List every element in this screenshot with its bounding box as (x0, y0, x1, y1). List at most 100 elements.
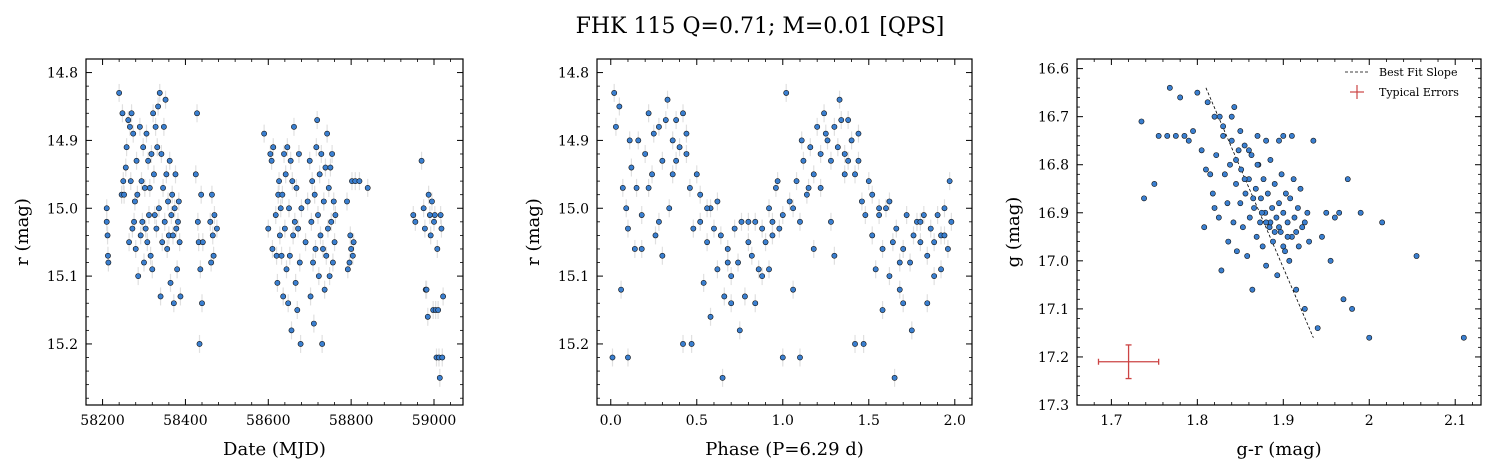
data-point (425, 191, 432, 198)
y-tick-label: 15.2 (558, 337, 589, 353)
data-point (1344, 176, 1351, 183)
data-point (941, 232, 948, 239)
data-point (659, 157, 666, 164)
data-point (673, 157, 680, 164)
data-point (838, 117, 845, 123)
data-point (1287, 195, 1294, 202)
data-point (766, 205, 772, 212)
data-point (1209, 190, 1216, 197)
data-point (152, 123, 159, 130)
x-tick-label: 59000 (412, 413, 457, 429)
data-point (330, 259, 336, 266)
data-point (852, 171, 858, 178)
data-point (1264, 190, 1271, 197)
x-tick-label: 58400 (163, 413, 208, 429)
data-point (286, 252, 293, 259)
data-point (652, 232, 659, 239)
data-point (1215, 214, 1222, 221)
data-point (774, 178, 781, 185)
data-point (198, 191, 205, 198)
data-point (1241, 176, 1248, 183)
data-point (759, 225, 766, 232)
data-point (889, 239, 896, 246)
data-point (126, 239, 132, 246)
data-point (429, 198, 435, 205)
data-point (135, 273, 142, 279)
data-point (1190, 128, 1196, 134)
data-point (836, 96, 843, 103)
data-point (163, 171, 170, 178)
data-point (800, 157, 807, 164)
data-point (883, 205, 889, 212)
data-point (210, 252, 217, 259)
x-axis-label: g-r (mag) (1236, 439, 1321, 460)
data-point (1233, 181, 1239, 187)
data-point (424, 313, 431, 320)
data-point (1207, 171, 1214, 178)
data-point (900, 246, 907, 252)
data-point (759, 273, 766, 279)
data-point (130, 130, 137, 137)
data-point (908, 327, 915, 334)
data-point (766, 266, 772, 273)
data-point (103, 218, 110, 225)
data-point (133, 157, 140, 164)
data-point (662, 117, 669, 123)
y-tick-label: 15.0 (47, 201, 78, 217)
y-axis-label: g (mag) (1003, 197, 1024, 268)
data-point (693, 171, 700, 178)
data-point (638, 246, 645, 252)
data-point (635, 137, 642, 144)
data-point (284, 144, 291, 151)
data-point (434, 246, 441, 252)
data-point (1282, 190, 1289, 197)
data-point (155, 103, 161, 110)
data-point (1258, 195, 1264, 202)
data-point (177, 293, 184, 300)
data-point (924, 252, 931, 259)
data-point (891, 374, 898, 381)
data-point (1288, 132, 1295, 139)
data-point (273, 252, 280, 259)
data-point (1151, 181, 1158, 187)
data-point (298, 205, 305, 212)
data-point (1260, 176, 1267, 183)
data-point (324, 130, 331, 137)
data-point (317, 232, 324, 239)
data-point (438, 225, 445, 232)
data-point (628, 164, 635, 171)
data-point (1270, 238, 1276, 245)
data-point (1286, 257, 1293, 264)
data-point (309, 178, 316, 185)
x-tick-label: 1.5 (858, 413, 880, 429)
data-point (105, 259, 112, 266)
data-point (736, 327, 743, 334)
data-point (1291, 214, 1298, 221)
y-tick-label: 15.1 (47, 269, 78, 285)
data-point (296, 151, 302, 157)
data-point (650, 130, 657, 137)
data-point (656, 218, 662, 225)
data-point (310, 259, 316, 266)
data-point (798, 137, 805, 144)
data-point (656, 123, 662, 130)
data-point (821, 110, 827, 117)
data-point (752, 218, 759, 225)
y-tick-label: 17.3 (1038, 398, 1069, 414)
data-point (1331, 214, 1338, 221)
data-point (1203, 166, 1209, 173)
x-tick-label: 1.8 (1186, 413, 1208, 429)
data-point (145, 157, 152, 164)
data-point (797, 354, 803, 361)
data-point (268, 157, 275, 164)
data-point (1263, 137, 1270, 144)
data-point (209, 191, 215, 198)
data-point (1141, 195, 1147, 202)
data-point (831, 123, 838, 130)
data-point (1266, 224, 1273, 231)
data-point (907, 259, 913, 266)
data-point (920, 212, 927, 218)
data-point (156, 90, 163, 96)
data-point (1254, 161, 1261, 168)
data-point (1314, 325, 1321, 332)
